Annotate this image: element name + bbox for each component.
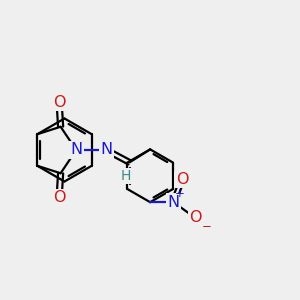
Text: O: O <box>176 172 188 187</box>
Text: O: O <box>53 190 65 205</box>
Text: N: N <box>167 195 180 210</box>
Text: O: O <box>189 210 201 225</box>
Text: +: + <box>175 187 185 200</box>
Text: O: O <box>53 94 65 110</box>
Text: N: N <box>70 142 82 158</box>
Text: −: − <box>202 220 212 233</box>
Text: H: H <box>121 169 131 183</box>
Text: N: N <box>100 142 112 158</box>
